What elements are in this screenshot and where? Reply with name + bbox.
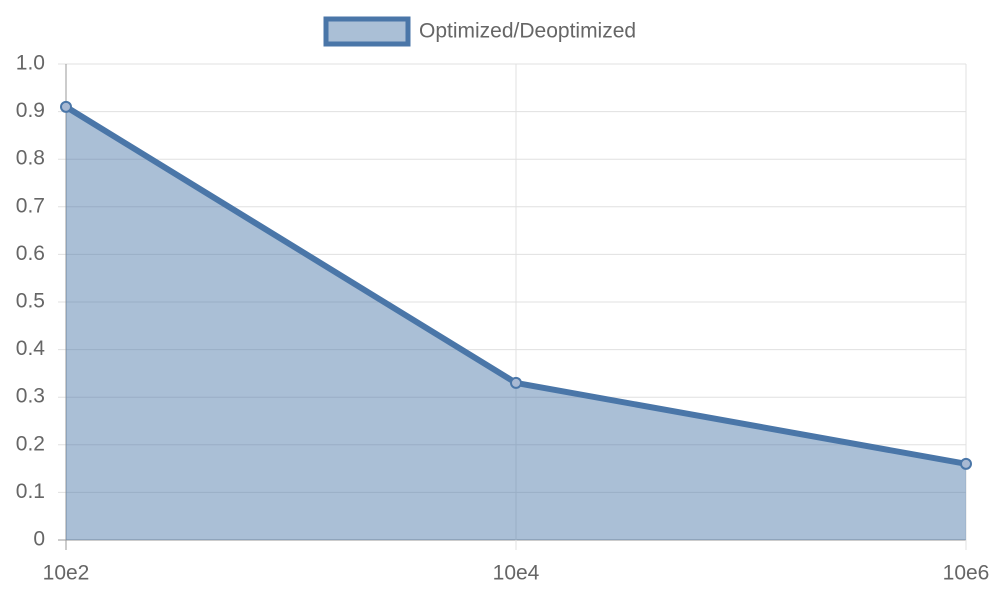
x-tick-label: 10e4 (493, 562, 540, 585)
y-tick-label: 0 (33, 528, 45, 551)
y-tick-label: 0.3 (16, 385, 45, 408)
area (66, 106, 966, 540)
point (510, 376, 522, 389)
legend-label: Optimized/Deoptimized (419, 20, 636, 43)
y-tick-label: 0.4 (16, 337, 46, 360)
y-tick-label: 0.8 (16, 147, 45, 170)
x-tick-label: 10e2 (43, 562, 90, 585)
x-tick-label: 10e6 (943, 562, 990, 585)
point (960, 457, 972, 470)
point (60, 100, 72, 113)
y-tick-label: 0.1 (16, 480, 45, 503)
y-tick-label: 0.5 (16, 290, 45, 313)
y-tick-label: 0.6 (16, 242, 45, 265)
legend-swatch (323, 16, 411, 47)
y-tick-label: 0.2 (16, 432, 45, 455)
y-tick-label: 1.0 (16, 52, 45, 75)
y-tick-label: 0.7 (16, 194, 45, 217)
y-tick-label: 0.9 (16, 99, 45, 122)
